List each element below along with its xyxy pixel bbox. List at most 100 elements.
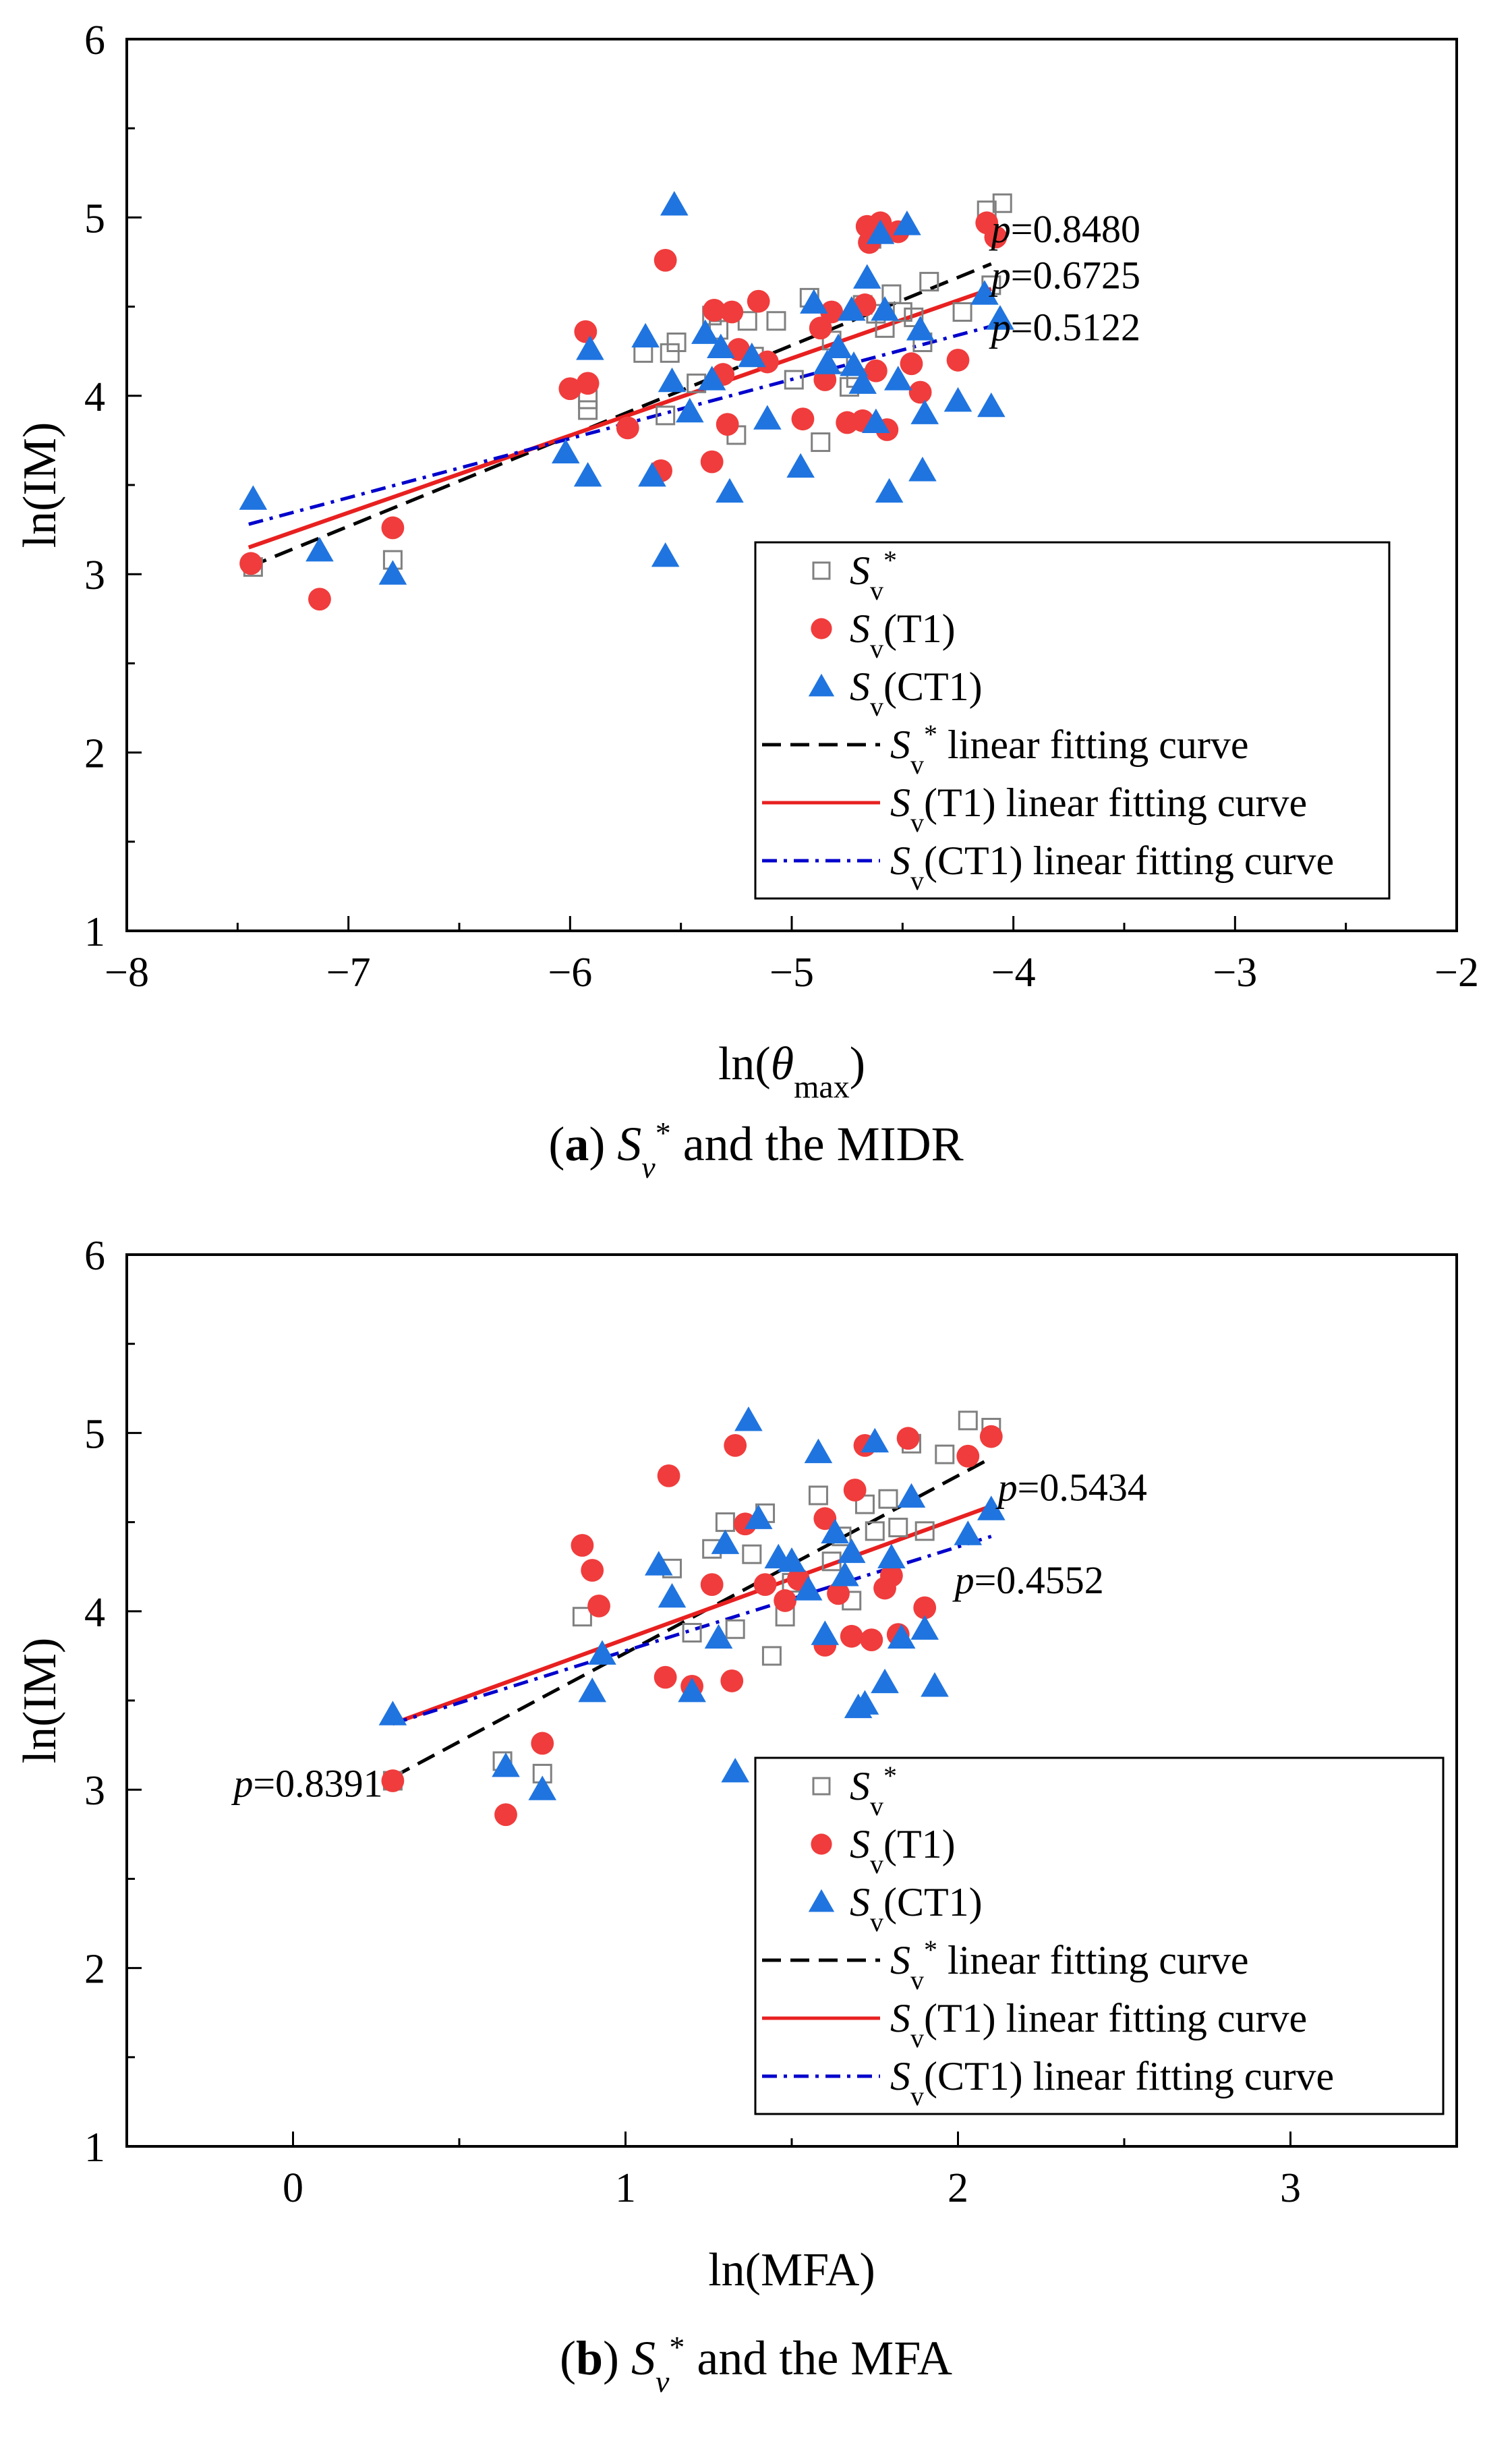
data-point-triangle	[893, 210, 921, 235]
data-point-circle	[860, 1628, 883, 1652]
data-point-triangle	[871, 1668, 899, 1694]
data-point-circle	[809, 316, 832, 340]
legend: Sv*Sv(T1)Sv(CT1)Sv* linear fitting curve…	[754, 541, 1391, 900]
data-point-square	[919, 272, 939, 292]
data-point-circle	[558, 377, 582, 401]
data-point-triangle	[239, 485, 268, 510]
data-point-square	[904, 307, 924, 327]
data-point-triangle	[786, 453, 815, 478]
data-point-triangle	[866, 219, 895, 244]
p-value-annotation: p=0.5434	[995, 1465, 1147, 1509]
data-point-circle	[581, 1559, 604, 1582]
data-point-square	[682, 1623, 702, 1643]
fit-line-solid	[248, 287, 992, 550]
y-tick-label: 4	[84, 374, 105, 420]
data-point-triangle	[492, 1752, 520, 1777]
series-triangle	[378, 1406, 1006, 1800]
legend-label: Sv* linear fitting curve	[890, 1935, 1248, 1995]
y-tick-label: 3	[84, 1768, 105, 1814]
data-point-triangle	[378, 560, 407, 585]
data-point-triangle	[871, 296, 899, 321]
figure-caption: (a) Sv* and the MIDR	[548, 1116, 963, 1184]
data-point-circle	[820, 300, 844, 324]
data-point-triangle	[576, 335, 604, 360]
legend-label: Sv*	[850, 545, 897, 606]
data-point-triangle	[800, 289, 828, 314]
data-point-square	[935, 1444, 955, 1464]
x-tick-label: −6	[548, 950, 592, 996]
data-point-circle	[791, 407, 815, 431]
data-point-circle	[571, 1534, 594, 1557]
data-point-triangle	[721, 1757, 749, 1783]
data-point-circle	[774, 1589, 797, 1612]
data-point-triangle	[862, 408, 890, 434]
y-axis-title: ln(IM)	[14, 1638, 66, 1764]
data-point-triangle	[824, 333, 852, 359]
data-point-circle	[979, 1425, 1003, 1448]
data-point-square	[958, 1410, 978, 1431]
data-point-triangle	[676, 397, 704, 423]
data-point-circle	[747, 289, 770, 313]
data-point-circle	[753, 1573, 777, 1597]
data-point-triangle	[897, 1483, 926, 1508]
p-value-annotation: p=0.8391	[231, 1761, 382, 1805]
y-tick-label: 6	[84, 1233, 105, 1279]
data-point-circle	[840, 1624, 863, 1648]
data-point-circle	[716, 413, 739, 436]
data-point-circle	[908, 380, 932, 404]
data-point-square	[578, 400, 598, 420]
y-tick-label: 1	[84, 909, 105, 955]
data-point-circle	[574, 320, 598, 343]
data-point-triangle	[573, 461, 602, 487]
legend-marker-square	[812, 561, 831, 580]
data-point-triangle	[921, 1672, 949, 1697]
y-tick-label: 5	[84, 196, 105, 241]
data-point-square	[865, 1521, 885, 1541]
x-tick-label: −7	[326, 950, 371, 996]
data-point-circle	[843, 1479, 867, 1502]
y-tick-label: 2	[84, 731, 105, 777]
p-value-annotation: p=0.6725	[989, 254, 1140, 297]
legend-box	[754, 541, 1391, 900]
data-point-triangle	[660, 191, 689, 216]
p-value-annotation: p=0.8480	[989, 207, 1140, 251]
data-point-circle	[755, 350, 779, 374]
data-point-triangle	[977, 1495, 1006, 1520]
data-point-triangle	[977, 392, 1006, 418]
data-point-triangle	[943, 387, 972, 412]
legend-marker-square	[812, 1777, 831, 1796]
y-tick-label: 5	[84, 1411, 105, 1457]
data-point-triangle	[986, 305, 1014, 330]
data-point-triangle	[658, 1582, 687, 1608]
legend-label: Sv(T1) linear fitting curve	[890, 780, 1307, 838]
data-point-triangle	[908, 457, 937, 482]
data-point-square	[666, 332, 687, 352]
data-point-square	[761, 1646, 782, 1666]
figure-caption: (b) Sv* and the MFA	[560, 2330, 952, 2399]
y-tick-label: 3	[84, 552, 105, 598]
data-point-triangle	[378, 1700, 407, 1725]
data-point-circle	[956, 1444, 980, 1468]
data-point-triangle	[877, 1543, 906, 1569]
x-axis-title: ln(θmax)	[718, 1038, 865, 1105]
data-point-triangle	[861, 1427, 890, 1453]
data-point-circle	[700, 1573, 724, 1597]
legend-marker-circle	[811, 1833, 832, 1855]
legend-label: Sv(T1) linear fitting curve	[890, 1996, 1307, 2053]
data-point-triangle	[910, 1615, 939, 1640]
data-point-triangle	[658, 367, 687, 393]
data-point-square	[742, 1544, 762, 1564]
legend-label: Sv* linear fitting curve	[890, 719, 1248, 780]
data-point-circle	[703, 298, 726, 322]
data-point-circle	[308, 588, 331, 611]
data-point-triangle	[811, 1620, 840, 1645]
x-tick-label: 2	[948, 2165, 968, 2211]
data-point-circle	[653, 1665, 677, 1689]
data-point-square	[660, 343, 680, 363]
legend-label: Sv(CT1) linear fitting curve	[890, 838, 1334, 896]
legend-label: Sv*	[850, 1761, 897, 1821]
x-tick-label: 0	[283, 2165, 303, 2211]
y-axis-title: ln(IM)	[14, 422, 66, 548]
data-point-triangle	[697, 366, 726, 391]
